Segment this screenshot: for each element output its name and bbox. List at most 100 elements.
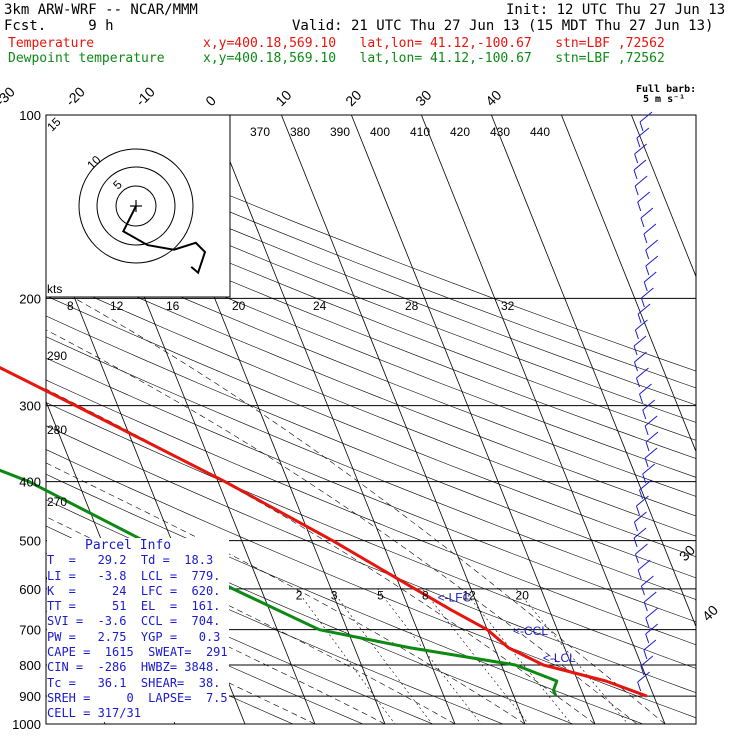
wind-barb-flag: [636, 137, 641, 148]
pressure-tick-label: 300: [19, 399, 41, 414]
isotherm-label: -10: [132, 83, 158, 109]
wind-barb-flag: [645, 441, 650, 452]
pressure-tick-label: 100: [19, 108, 41, 123]
wind-barb: [637, 303, 651, 315]
dry-adiabat: [46, 184, 696, 441]
pressure-tick-label: 400: [19, 475, 41, 490]
parcel-info-panel: Parcel Info T = 29.2 Td = 18.3 LI = -3.8 …: [47, 538, 229, 722]
wind-barb: [642, 463, 656, 475]
wind-barb-flag: [643, 281, 648, 292]
wind-barb: [643, 223, 657, 235]
mixing-ratio-line: [462, 588, 572, 724]
dry-adiabat: [46, 117, 696, 372]
hodograph-speed-tick: 28: [405, 299, 419, 313]
wind-barb: [637, 559, 651, 571]
mixing-ratio-label: 20: [516, 589, 530, 603]
wind-barb: [643, 271, 657, 283]
plot-frame: [45, 114, 697, 725]
level-marker-ccl: <-CCL: [513, 624, 548, 638]
hodograph-ring: [78, 148, 194, 264]
isotherm-label: 30: [412, 87, 434, 109]
wind-barb-flag: [645, 265, 650, 276]
wind-barb: [641, 287, 654, 299]
mixing-ratio-line: [331, 588, 433, 724]
parcel-info-title: Parcel Info: [85, 538, 172, 553]
dry-adiabat-label: 390: [330, 125, 350, 139]
wind-barb: [639, 479, 652, 491]
full-barb-units: 5 m s⁻¹: [643, 94, 686, 105]
wind-barb: [645, 255, 659, 267]
wind-barb-flag: [637, 201, 642, 212]
dry-adiabat: [46, 219, 696, 478]
parcel-info-row: K = 24 LFC = 620.: [47, 583, 221, 598]
wind-barb-flag: [643, 601, 648, 612]
hodograph-trace: [121, 205, 207, 275]
hodograph-speed-tick: 16: [166, 299, 180, 313]
dry-adiabat: [46, 150, 696, 406]
hodograph-speed-tick: 20: [232, 299, 246, 313]
wind-barb: [634, 175, 648, 187]
isotherm-line: [421, 115, 666, 724]
isotherm-line: [491, 115, 696, 628]
wind-barb-flag: [635, 505, 640, 516]
parcel-info-row: CELL = 317/31: [47, 706, 141, 721]
hodograph-speed-tick: 32: [501, 299, 515, 313]
wind-barb-flag: [634, 185, 639, 196]
dry-adiabat-label: 430: [490, 125, 510, 139]
wind-barb-flag: [633, 537, 638, 548]
dry-adiabat: [46, 201, 696, 459]
isotherm-line: [281, 115, 526, 724]
wind-barb: [641, 575, 654, 587]
wind-barb: [636, 495, 649, 507]
mixing-ratio-label: 5: [377, 589, 384, 603]
wind-barb-flag: [643, 649, 648, 660]
wind-barb-flag: [637, 681, 642, 692]
parcel-info-row: SVI = -3.6 CCL = 704.: [47, 614, 221, 629]
pressure-tick-label: 200: [19, 291, 41, 306]
mixing-ratio-line: [377, 588, 482, 724]
wind-barb: [645, 431, 659, 443]
temperature-location: x,y=400.18,569.10 lat,lon= 41.12,-100.67…: [203, 36, 665, 51]
wind-barb-flag: [645, 249, 650, 260]
pressure-tick-label: 800: [19, 658, 41, 673]
wind-barb: [640, 655, 654, 667]
wind-barb: [639, 383, 652, 395]
dry-adiabat: [46, 315, 696, 579]
wind-barb: [635, 319, 648, 331]
mixing-ratio-line: [422, 588, 529, 724]
isotherm-label: -20: [62, 83, 88, 109]
mixing-ratio-label: 8: [422, 589, 429, 603]
level-marker-lcl: <-LCL: [543, 651, 576, 665]
isotherm-line: [631, 115, 696, 278]
wind-barb-flag: [634, 553, 639, 564]
wind-barb: [645, 239, 659, 251]
mixing-ratio-label: 3: [331, 589, 338, 603]
dry-adiabat-label: 420: [450, 125, 470, 139]
wind-barb: [643, 639, 657, 651]
wind-barb: [645, 623, 659, 635]
dry-adiabat: [46, 581, 364, 724]
wind-barb-flag: [639, 393, 644, 404]
isotherm-label: 10: [272, 87, 294, 109]
parcel-info-row: SREH = 0 LAPSE= 7.5: [47, 690, 228, 705]
wind-barb: [636, 367, 649, 379]
forecast-hour: Fcst. 9 h: [4, 18, 114, 34]
parcel-info-row: PW = 2.75 YGP = 0.3: [47, 629, 221, 644]
dry-adiabat-label: 400: [370, 125, 390, 139]
model-title: 3km ARW-WRF -- NCAR/MMM: [4, 2, 198, 18]
dewpoint-location: x,y=400.18,569.10 lat,lon= 41.12,-100.67…: [203, 51, 665, 66]
wind-barb-flag: [642, 473, 647, 484]
dry-adiabat: [46, 379, 696, 646]
hodograph-speed-tick: 12: [110, 299, 124, 313]
wind-barb-flag: [640, 665, 645, 676]
wind-barb-flag: [643, 233, 648, 244]
parcel-info-row: CIN = -286 HWBZ= 3848.: [47, 660, 221, 675]
dry-adiabat: [46, 336, 696, 600]
wind-barb-flag: [633, 169, 638, 180]
wind-barb: [644, 447, 658, 459]
wind-barb: [637, 671, 650, 683]
hodograph-ring: [96, 166, 176, 246]
dry-adiabat: [46, 166, 696, 423]
pressure-tick-label: 500: [19, 534, 41, 549]
isotherm-line: [211, 115, 456, 724]
